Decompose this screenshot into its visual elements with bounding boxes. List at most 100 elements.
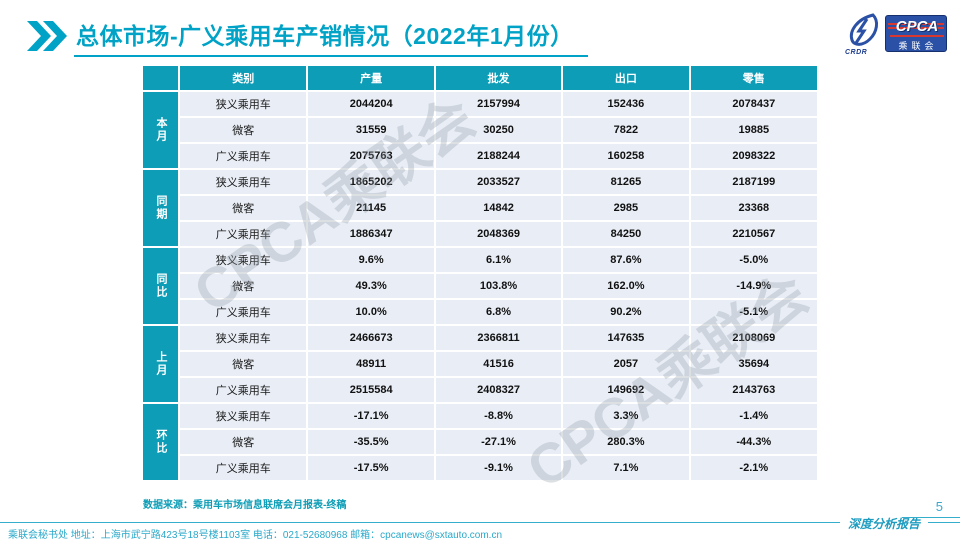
category-cell: 微客 bbox=[180, 118, 307, 142]
category-cell: 微客 bbox=[180, 430, 307, 454]
value-cell: -27.1% bbox=[435, 430, 562, 454]
category-cell: 狭义乘用车 bbox=[180, 248, 307, 272]
value-cell: -44.3% bbox=[690, 430, 817, 454]
logo-cpca-text: CPCA bbox=[890, 18, 944, 37]
value-cell: 3.3% bbox=[563, 404, 689, 428]
category-cell: 微客 bbox=[180, 196, 307, 220]
value-cell: 7.1% bbox=[563, 456, 689, 480]
value-cell: 2044204 bbox=[308, 92, 434, 116]
footer-contact-info: 乘联会秘书处 地址：上海市武宁路423号18号楼1103室 电话：021-526… bbox=[8, 530, 503, 541]
value-cell: 162.0% bbox=[563, 274, 689, 298]
table-row: 微客 48911 41516 2057 35694 bbox=[143, 352, 817, 376]
category-cell: 狭义乘用车 bbox=[180, 326, 307, 350]
table-row: 同期 狭义乘用车 1865202 2033527 81265 2187199 bbox=[143, 170, 817, 246]
table-row: 本月 狭义乘用车 2044204 2157994 152436 2078437 bbox=[143, 92, 817, 168]
table-row: 广义乘用车 2075763 2188244 160258 2098322 bbox=[143, 144, 817, 168]
value-cell: 1865202 bbox=[308, 170, 434, 194]
value-cell: 2188244 bbox=[435, 144, 562, 168]
value-cell: -14.9% bbox=[690, 274, 817, 298]
production-sales-table: 类别 产量 批发 出口 零售 本月 狭义乘用车 2044204 2157994 152436 207… bbox=[141, 64, 819, 482]
value-cell: 2048369 bbox=[435, 222, 562, 246]
value-cell: 1886347 bbox=[308, 222, 434, 246]
table-container: 类别 产量 批发 出口 零售 本月 狭义乘用车 2044204 2157994 152436 207… bbox=[141, 64, 819, 482]
category-cell: 广义乘用车 bbox=[180, 378, 307, 402]
column-header: 产量 bbox=[308, 66, 434, 90]
category-cell: 狭义乘用车 bbox=[180, 404, 307, 428]
value-cell: -8.8% bbox=[435, 404, 562, 428]
logo-cra-text: CRDR bbox=[845, 49, 868, 56]
value-cell: 2057 bbox=[563, 352, 689, 376]
value-cell: 48911 bbox=[308, 352, 434, 376]
value-cell: -2.1% bbox=[690, 456, 817, 480]
value-cell: 9.6% bbox=[308, 248, 434, 272]
value-cell: 2366811 bbox=[435, 326, 562, 350]
logo-sub-text: 乘联会 bbox=[898, 41, 938, 51]
column-header: 零售 bbox=[690, 66, 817, 90]
row-group-label: 本月 bbox=[143, 92, 179, 168]
category-cell: 广义乘用车 bbox=[180, 456, 307, 480]
column-header: 类别 bbox=[180, 66, 307, 90]
value-cell: 81265 bbox=[563, 170, 689, 194]
column-header: 批发 bbox=[435, 66, 562, 90]
data-source-note: 数据来源：乘用车市场信息联席会月报表-终稿 bbox=[143, 500, 347, 511]
row-group-label: 同期 bbox=[143, 170, 179, 246]
value-cell: -17.1% bbox=[308, 404, 434, 428]
category-cell: 广义乘用车 bbox=[180, 144, 307, 168]
table-row: 广义乘用车 -17.5% -9.1% 7.1% -2.1% bbox=[143, 456, 817, 480]
slide-header: 总体市场-广义乘用车产销情况（2022年1月份） CRDR CPCA 乘联会 bbox=[0, 0, 960, 62]
table-header-row: 类别 产量 批发 出口 零售 bbox=[143, 66, 817, 90]
value-cell: 84250 bbox=[563, 222, 689, 246]
value-cell: 2033527 bbox=[435, 170, 562, 194]
page-number-underline bbox=[902, 517, 960, 518]
value-cell: 6.1% bbox=[435, 248, 562, 272]
report-type-label: 深度分析报告 bbox=[839, 515, 928, 532]
value-cell: 152436 bbox=[563, 92, 689, 116]
value-cell: 160258 bbox=[563, 144, 689, 168]
value-cell: 14842 bbox=[435, 196, 562, 220]
value-cell: 2515584 bbox=[308, 378, 434, 402]
table-row: 微客 49.3% 103.8% 162.0% -14.9% bbox=[143, 274, 817, 298]
table-row: 广义乘用车 10.0% 6.8% 90.2% -5.1% bbox=[143, 300, 817, 324]
category-cell: 狭义乘用车 bbox=[180, 92, 307, 116]
table-row: 广义乘用车 1886347 2048369 84250 2210567 bbox=[143, 222, 817, 246]
value-cell: 147635 bbox=[563, 326, 689, 350]
value-cell: 2108069 bbox=[690, 326, 817, 350]
value-cell: 19885 bbox=[690, 118, 817, 142]
value-cell: 2157994 bbox=[435, 92, 562, 116]
value-cell: 49.3% bbox=[308, 274, 434, 298]
value-cell: 30250 bbox=[435, 118, 562, 142]
table-row: 环比 狭义乘用车 -17.1% -8.8% 3.3% -1.4% bbox=[143, 404, 817, 480]
value-cell: 41516 bbox=[435, 352, 562, 376]
value-cell: -1.4% bbox=[690, 404, 817, 428]
row-group-label: 上月 bbox=[143, 326, 179, 402]
category-cell: 狭义乘用车 bbox=[180, 170, 307, 194]
value-cell: -5.0% bbox=[690, 248, 817, 272]
value-cell: 90.2% bbox=[563, 300, 689, 324]
logo-stripe bbox=[888, 27, 944, 29]
value-cell: 2187199 bbox=[690, 170, 817, 194]
value-cell: -5.1% bbox=[690, 300, 817, 324]
table-row: 上月 狭义乘用车 2466673 2366811 147635 2108069 bbox=[143, 326, 817, 402]
value-cell: 31559 bbox=[308, 118, 434, 142]
value-cell: 87.6% bbox=[563, 248, 689, 272]
category-cell: 广义乘用车 bbox=[180, 222, 307, 246]
value-cell: 2466673 bbox=[308, 326, 434, 350]
column-header: 出口 bbox=[563, 66, 689, 90]
row-group-label: 环比 bbox=[143, 404, 179, 480]
value-cell: 280.3% bbox=[563, 430, 689, 454]
value-cell: 7822 bbox=[563, 118, 689, 142]
page-number: 5 bbox=[935, 499, 943, 514]
value-cell: 2143763 bbox=[690, 378, 817, 402]
footer-divider bbox=[0, 522, 960, 523]
page-title: 总体市场-广义乘用车产销情况（2022年1月份） bbox=[74, 17, 588, 57]
value-cell: 10.0% bbox=[308, 300, 434, 324]
table-row: 微客 31559 30250 7822 19885 bbox=[143, 118, 817, 142]
table-row: 微客 21145 14842 2985 23368 bbox=[143, 196, 817, 220]
double-chevron-icon bbox=[27, 21, 67, 51]
category-cell: 微客 bbox=[180, 352, 307, 376]
value-cell: 6.8% bbox=[435, 300, 562, 324]
category-cell: 广义乘用车 bbox=[180, 300, 307, 324]
cpca-logo-box: CPCA 乘联会 bbox=[885, 15, 947, 52]
value-cell: -17.5% bbox=[308, 456, 434, 480]
value-cell: 23368 bbox=[690, 196, 817, 220]
